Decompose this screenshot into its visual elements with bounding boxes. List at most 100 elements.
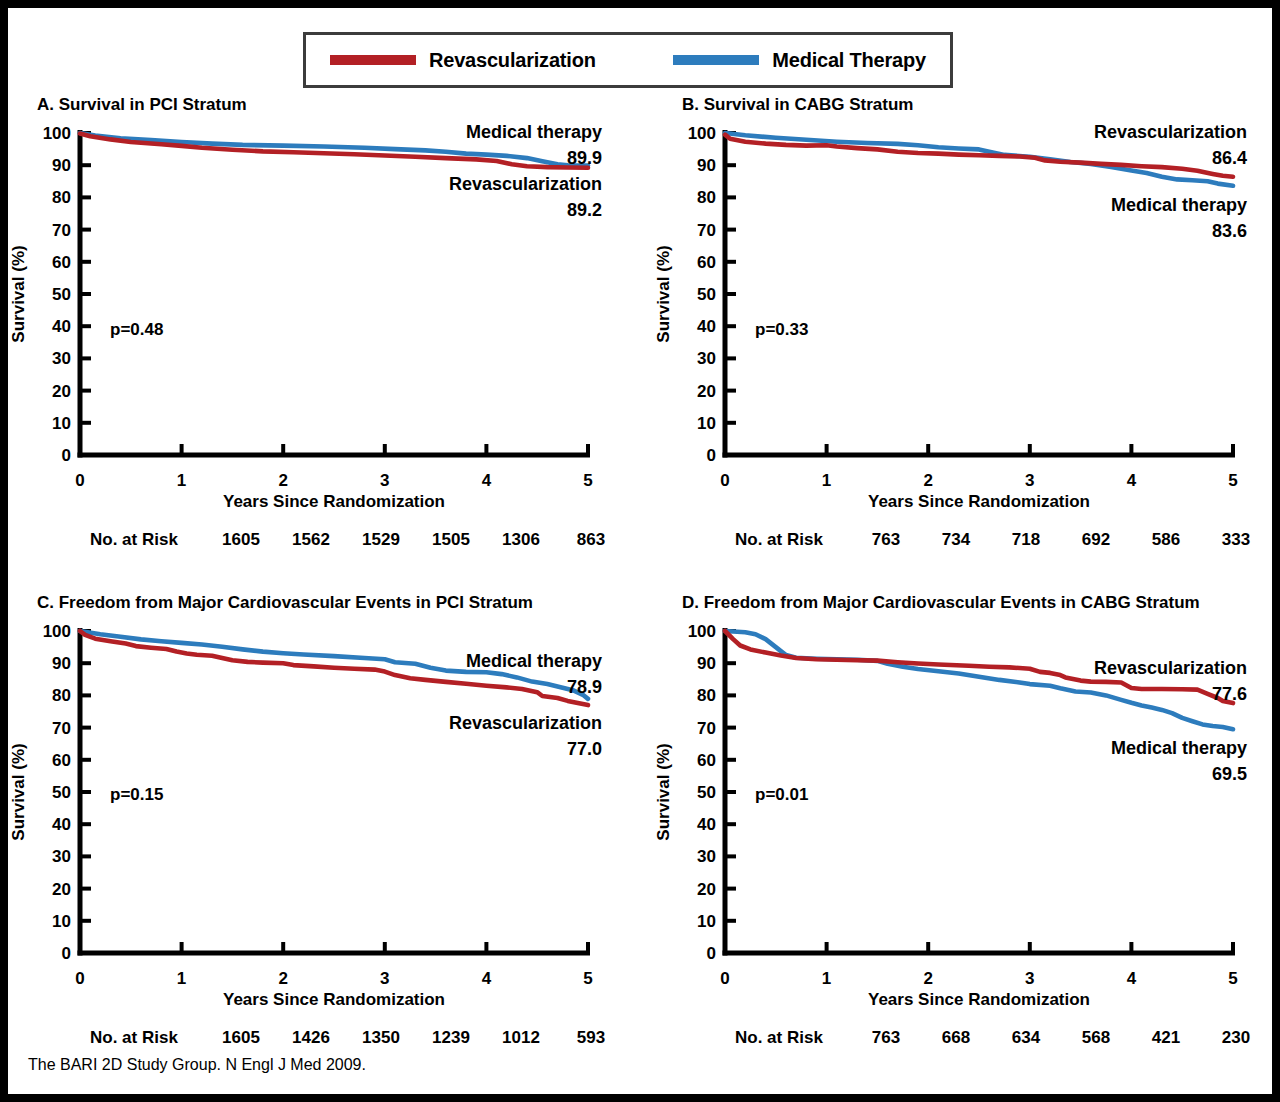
y-tick-label: 30 bbox=[697, 847, 716, 866]
y-tick-label: 60 bbox=[52, 751, 71, 770]
y-axis-label: Survival (%) bbox=[9, 194, 31, 394]
number-at-risk-values: 763 734 718 692 586 333 bbox=[851, 530, 1271, 550]
x-axis-label: Years Since Randomization bbox=[80, 990, 588, 1010]
y-tick-label: 20 bbox=[697, 880, 716, 899]
panel-c-mace-free-pci: C. Freedom from Major Cardiovascular Eve… bbox=[10, 588, 632, 1078]
x-tick-label: 1 bbox=[822, 969, 831, 988]
y-tick-label: 90 bbox=[52, 156, 71, 175]
y-tick-label: 50 bbox=[697, 783, 716, 802]
y-tick-label: 70 bbox=[52, 719, 71, 738]
x-axis-label: Years Since Randomization bbox=[725, 492, 1233, 512]
x-tick-label: 1 bbox=[177, 969, 186, 988]
y-tick-label: 100 bbox=[43, 622, 71, 641]
x-tick-label: 4 bbox=[1127, 471, 1137, 490]
y-tick-label: 40 bbox=[52, 815, 71, 834]
x-tick-label: 0 bbox=[720, 471, 729, 490]
x-tick-label: 4 bbox=[482, 969, 492, 988]
y-tick-label: 50 bbox=[52, 783, 71, 802]
y-tick-label: 10 bbox=[52, 414, 71, 433]
y-tick-label: 80 bbox=[52, 188, 71, 207]
y-tick-label: 10 bbox=[697, 912, 716, 931]
x-tick-label: 3 bbox=[380, 471, 389, 490]
curve-end-label-medical: Medical therapy 78.9 bbox=[466, 648, 602, 700]
y-tick-label: 70 bbox=[697, 221, 716, 240]
y-tick-label: 60 bbox=[697, 253, 716, 272]
y-axis-label: Survival (%) bbox=[654, 692, 676, 892]
y-tick-label: 40 bbox=[697, 317, 716, 336]
legend-item-medical-therapy: Medical Therapy bbox=[673, 49, 926, 72]
number-at-risk-values: 1605 1562 1529 1505 1306 863 bbox=[206, 530, 626, 550]
p-value: p=0.48 bbox=[110, 320, 163, 340]
x-tick-label: 2 bbox=[278, 969, 287, 988]
y-tick-label: 20 bbox=[697, 382, 716, 401]
x-tick-label: 4 bbox=[1127, 969, 1137, 988]
legend-label: Revascularization bbox=[429, 49, 596, 72]
y-tick-label: 50 bbox=[52, 285, 71, 304]
x-axis-label: Years Since Randomization bbox=[725, 990, 1233, 1010]
x-tick-label: 0 bbox=[75, 969, 84, 988]
figure-canvas: Revascularization Medical Therapy A. Sur… bbox=[0, 0, 1280, 1102]
x-tick-label: 0 bbox=[75, 471, 84, 490]
p-value: p=0.33 bbox=[755, 320, 808, 340]
x-tick-label: 5 bbox=[1228, 471, 1237, 490]
source-citation: The BARI 2D Study Group. N Engl J Med 20… bbox=[28, 1056, 366, 1074]
y-tick-label: 10 bbox=[52, 912, 71, 931]
y-axis-label: Survival (%) bbox=[9, 692, 31, 892]
panel-b-survival-cabg: B. Survival in CABG Stratum 100908070605… bbox=[655, 90, 1277, 580]
y-tick-label: 20 bbox=[52, 880, 71, 899]
x-tick-label: 5 bbox=[583, 969, 592, 988]
x-axis-label: Years Since Randomization bbox=[80, 492, 588, 512]
legend-label: Medical Therapy bbox=[772, 49, 926, 72]
y-tick-label: 70 bbox=[52, 221, 71, 240]
axes bbox=[723, 130, 1236, 458]
number-at-risk-values: 763 668 634 568 421 230 bbox=[851, 1028, 1271, 1048]
y-tick-label: 90 bbox=[697, 654, 716, 673]
curve-end-label-medical: Medical therapy 89.9 bbox=[466, 119, 602, 171]
x-tick-label: 1 bbox=[177, 471, 186, 490]
curve-end-label-medical: Medical therapy 69.5 bbox=[1111, 735, 1247, 787]
y-tick-label: 0 bbox=[62, 944, 71, 963]
curve-end-label-revascularization: Revascularization 89.2 bbox=[449, 171, 602, 223]
x-tick-label: 5 bbox=[583, 471, 592, 490]
y-tick-label: 80 bbox=[52, 686, 71, 705]
number-at-risk-row: No. at Risk 763 668 634 568 421 230 bbox=[655, 1028, 1277, 1054]
y-tick-label: 0 bbox=[707, 944, 716, 963]
curve-end-label-medical: Medical therapy 83.6 bbox=[1111, 192, 1247, 244]
x-tick-label: 1 bbox=[822, 471, 831, 490]
x-tick-label: 3 bbox=[1025, 969, 1034, 988]
y-tick-label: 20 bbox=[52, 382, 71, 401]
y-tick-label: 90 bbox=[697, 156, 716, 175]
p-value: p=0.15 bbox=[110, 785, 163, 805]
y-tick-label: 30 bbox=[52, 349, 71, 368]
y-tick-label: 70 bbox=[697, 719, 716, 738]
y-tick-label: 0 bbox=[707, 446, 716, 465]
number-at-risk-row: No. at Risk 763 734 718 692 586 333 bbox=[655, 530, 1277, 556]
curve-end-label-revascularization: Revascularization 86.4 bbox=[1094, 119, 1247, 171]
curve-end-label-revascularization: Revascularization 77.6 bbox=[1094, 655, 1247, 707]
x-tick-label: 3 bbox=[1025, 471, 1034, 490]
medical-therapy-line-swatch bbox=[673, 55, 759, 65]
y-tick-label: 100 bbox=[688, 622, 716, 641]
number-at-risk-row: No. at Risk 1605 1562 1529 1505 1306 863 bbox=[10, 530, 632, 556]
y-tick-label: 50 bbox=[697, 285, 716, 304]
y-tick-label: 60 bbox=[52, 253, 71, 272]
y-tick-label: 30 bbox=[52, 847, 71, 866]
x-tick-label: 3 bbox=[380, 969, 389, 988]
y-tick-label: 80 bbox=[697, 686, 716, 705]
x-tick-label: 2 bbox=[278, 471, 287, 490]
revascularization-line-swatch bbox=[330, 55, 416, 65]
y-tick-label: 90 bbox=[52, 654, 71, 673]
number-at-risk-row: No. at Risk 1605 1426 1350 1239 1012 593 bbox=[10, 1028, 632, 1054]
y-tick-label: 0 bbox=[62, 446, 71, 465]
x-tick-label: 0 bbox=[720, 969, 729, 988]
y-tick-label: 100 bbox=[688, 124, 716, 143]
y-tick-label: 40 bbox=[697, 815, 716, 834]
x-tick-label: 2 bbox=[923, 471, 932, 490]
x-tick-label: 5 bbox=[1228, 969, 1237, 988]
number-at-risk-values: 1605 1426 1350 1239 1012 593 bbox=[206, 1028, 626, 1048]
panel-d-mace-free-cabg: D. Freedom from Major Cardiovascular Eve… bbox=[655, 588, 1277, 1078]
legend-box: Revascularization Medical Therapy bbox=[303, 32, 953, 88]
y-tick-label: 10 bbox=[697, 414, 716, 433]
y-axis-label: Survival (%) bbox=[654, 194, 676, 394]
x-tick-label: 4 bbox=[482, 471, 492, 490]
